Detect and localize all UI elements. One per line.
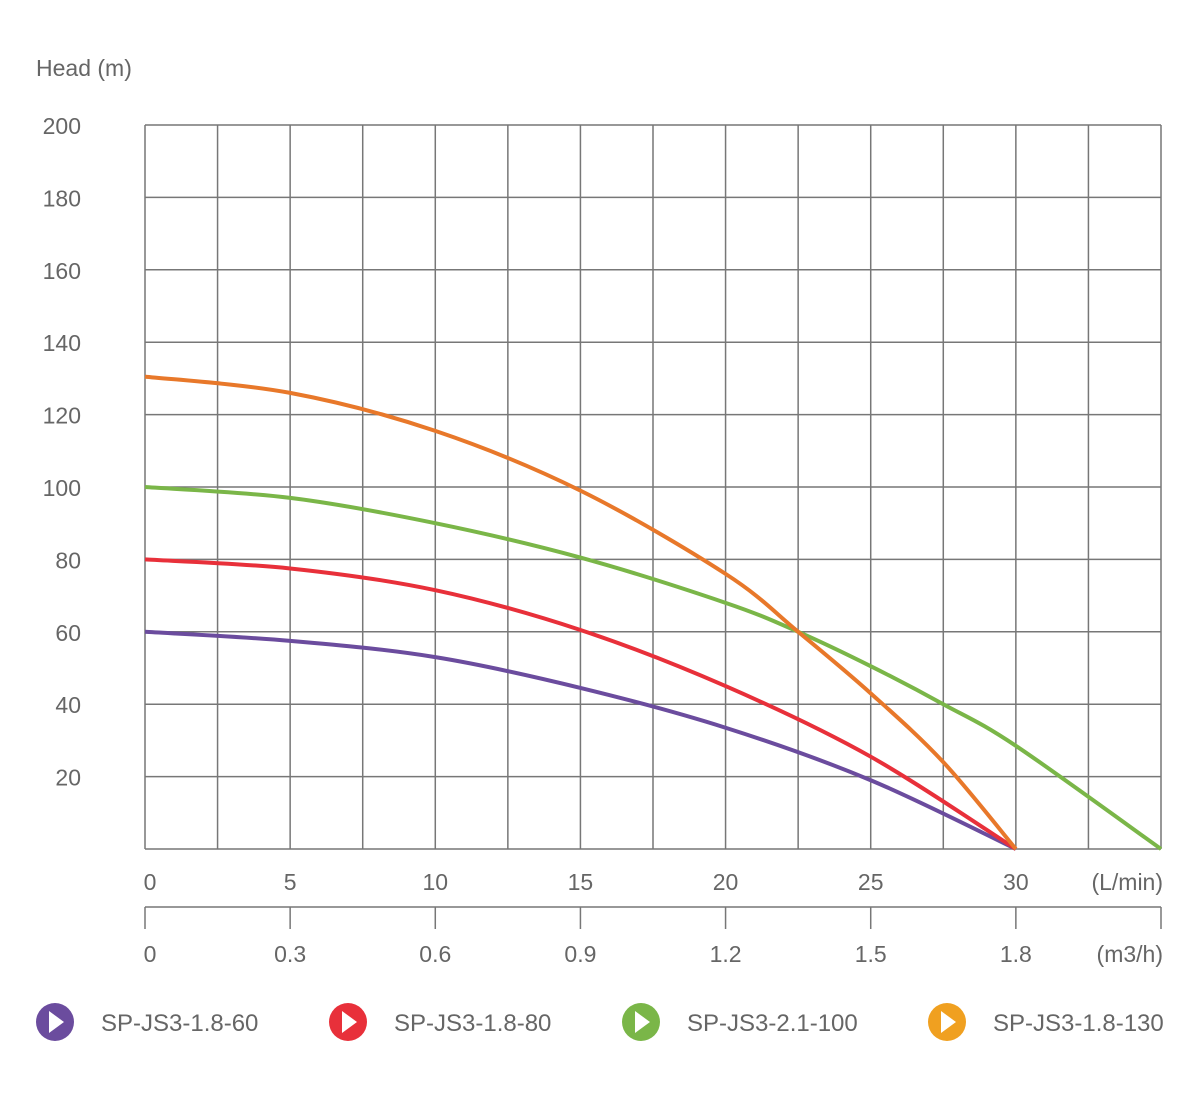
x2-tick-label: 1.5 bbox=[855, 941, 887, 967]
y-tick-label: 40 bbox=[55, 692, 81, 718]
x2-tick-label: 0.6 bbox=[419, 941, 451, 967]
play-triangle-icon bbox=[342, 1011, 357, 1033]
x2-tick-label: 1.8 bbox=[1000, 941, 1032, 967]
legend: SP-JS3-1.8-60 SP-JS3-1.8-80 SP-JS3-2.1-100… bbox=[36, 1003, 1164, 1041]
y-tick-label: 140 bbox=[43, 330, 81, 356]
curve-SP-JS3-1.8-80 bbox=[144, 557, 1017, 851]
play-triangle-icon bbox=[49, 1011, 64, 1033]
x2-tick-label: 0 bbox=[144, 941, 157, 967]
legend-item: SP-JS3-2.1-100 bbox=[622, 1003, 858, 1041]
x-tick-label: 0 bbox=[144, 869, 157, 895]
curves bbox=[144, 374, 1163, 851]
legend-label: SP-JS3-2.1-100 bbox=[687, 1010, 858, 1037]
y-tick-labels: 20 40 60 80 100 120 140 160 180 200 bbox=[43, 113, 81, 791]
x-tick-label: 10 bbox=[422, 869, 448, 895]
curve-SP-JS3-1.8-130 bbox=[144, 374, 1018, 851]
x2-axis: 0 0.3 0.6 0.9 1.2 1.5 1.8 bbox=[144, 906, 1162, 967]
legend-label: SP-JS3-1.8-60 bbox=[101, 1010, 258, 1037]
x-tick-labels: 0 5 10 15 20 25 30 bbox=[144, 869, 1029, 895]
play-triangle-icon bbox=[941, 1011, 956, 1033]
curve-SP-JS3-2.1-100 bbox=[144, 485, 1163, 851]
legend-label: SP-JS3-1.8-130 bbox=[993, 1010, 1164, 1037]
play-triangle-icon bbox=[635, 1011, 650, 1033]
x2-tick-label: 0.9 bbox=[564, 941, 596, 967]
grid bbox=[144, 124, 1162, 850]
x-axis-label: (L/min) bbox=[1091, 869, 1163, 895]
legend-item: SP-JS3-1.8-60 bbox=[36, 1003, 258, 1041]
y-tick-label: 80 bbox=[55, 547, 81, 573]
x-tick-label: 20 bbox=[713, 869, 739, 895]
legend-label: SP-JS3-1.8-80 bbox=[394, 1010, 551, 1037]
x-tick-label: 25 bbox=[858, 869, 884, 895]
x2-axis-label: (m3/h) bbox=[1097, 941, 1163, 967]
x2-tick-label: 0.3 bbox=[274, 941, 306, 967]
y-tick-label: 60 bbox=[55, 620, 81, 646]
curve-SP-JS3-1.8-60 bbox=[144, 629, 1017, 851]
y-tick-label: 100 bbox=[43, 475, 81, 501]
x-tick-label: 30 bbox=[1003, 869, 1029, 895]
x2-tick-label: 1.2 bbox=[710, 941, 742, 967]
y-tick-label: 180 bbox=[43, 185, 81, 211]
legend-item: SP-JS3-1.8-80 bbox=[329, 1003, 551, 1041]
y-tick-label: 120 bbox=[43, 403, 81, 429]
y-axis-label: Head (m) bbox=[36, 55, 132, 81]
x-tick-label: 5 bbox=[284, 869, 297, 895]
y-tick-label: 20 bbox=[55, 765, 81, 791]
y-tick-label: 160 bbox=[43, 258, 81, 284]
y-tick-label: 200 bbox=[43, 113, 81, 139]
x-tick-label: 15 bbox=[568, 869, 594, 895]
legend-item: SP-JS3-1.8-130 bbox=[928, 1003, 1164, 1041]
